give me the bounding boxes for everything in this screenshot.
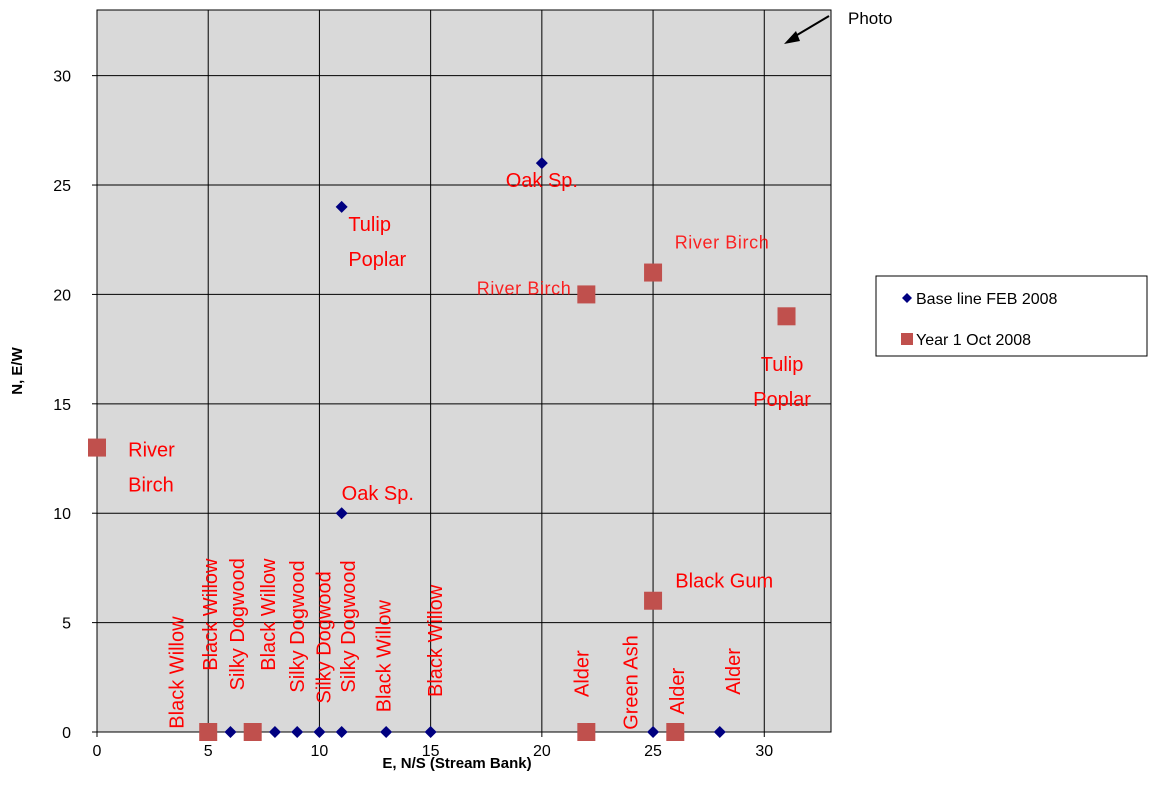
annotation-label: Silky Dogwood — [287, 560, 309, 692]
annotation-label: Oak Sp. — [506, 170, 578, 192]
year1-point — [777, 307, 796, 326]
plot-area — [97, 10, 831, 732]
annotation-label: Alder — [723, 648, 745, 695]
annotation-line: Poplar — [753, 389, 811, 411]
annotation-line: Tulip — [761, 354, 804, 376]
annotation-label: Black Willow — [374, 600, 396, 713]
annotation-label: Alder — [667, 667, 689, 714]
baseline-point — [335, 200, 348, 213]
legend-diamond-icon — [902, 293, 912, 303]
annotation-label: Black Willow — [258, 558, 280, 671]
y-tick-label: 5 — [62, 616, 71, 633]
annotation-line: Tulip — [348, 214, 391, 236]
x-tick-label: 25 — [644, 743, 662, 760]
y-tick-label: 30 — [53, 69, 71, 86]
baseline-point — [335, 507, 348, 520]
baseline-point — [335, 726, 348, 738]
x-axis-title: E, N/S (Stream Bank) — [382, 755, 531, 772]
annotation-line: Birch — [128, 474, 174, 496]
legend: Base line FEB 2008 Year 1 Oct 2008 — [875, 275, 1148, 357]
annotation-label: Black Willow — [425, 584, 447, 697]
annotation-label: Tulip Poplar — [348, 214, 406, 271]
annotation-label: River Birch — [128, 439, 175, 496]
legend-item: Year 1 Oct 2008 — [901, 332, 1031, 349]
annotation-label: Alder — [572, 650, 594, 697]
baseline-point — [380, 726, 393, 738]
year1-point — [88, 438, 106, 457]
gridlines — [97, 10, 831, 732]
annotation-line: River Birch — [477, 278, 572, 298]
legend-square-icon — [901, 333, 913, 345]
x-tick-label: 5 — [204, 743, 213, 760]
annotation-label: Silky Dogwood — [314, 571, 336, 703]
annotation-line: Black Gum — [675, 571, 773, 593]
baseline-point — [268, 726, 281, 738]
y-tick-label: 0 — [62, 725, 71, 742]
year1-point — [243, 723, 262, 741]
y-tick-label: 20 — [53, 287, 71, 304]
year1-point — [666, 723, 685, 741]
legend-label: Year 1 Oct 2008 — [916, 332, 1031, 349]
x-axis-ticks: 0 5 10 15 20 25 30 — [93, 732, 773, 760]
y-tick-label: 10 — [53, 506, 71, 523]
x-tick-label: 30 — [755, 743, 773, 760]
x-tick-label: 0 — [93, 743, 102, 760]
annotation-label: Oak Sp. — [342, 483, 414, 505]
legend-label: Base line FEB 2008 — [916, 291, 1058, 308]
annotation-line: Oak Sp. — [506, 170, 578, 192]
annotation-label: Silky Dogwood — [227, 558, 249, 690]
photo-callout: Photo — [784, 9, 892, 44]
legend-box — [875, 275, 1148, 357]
baseline-point — [424, 726, 437, 738]
annotation-label: Black Gum — [675, 571, 773, 593]
x-tick-label: 10 — [311, 743, 329, 760]
baseline-point — [535, 157, 548, 170]
annotation-label: River Birch — [477, 278, 572, 298]
year1-point — [644, 591, 663, 610]
annotation-label: Green Ash — [620, 635, 642, 730]
annotation-label: Black Willow — [167, 616, 189, 729]
annotation-line: River — [128, 439, 175, 461]
year1-point — [577, 723, 596, 741]
year1-point — [577, 285, 596, 304]
y-axis-ticks: 0 5 10 15 20 25 30 — [53, 69, 97, 742]
baseline-point — [647, 726, 660, 738]
baseline-point — [713, 726, 726, 738]
photo-label: Photo — [848, 9, 892, 28]
plant-annotations: River Birch Tulip Poplar Oak Sp. Oak Sp. River… — [128, 170, 811, 730]
y-tick-label: 25 — [53, 178, 71, 195]
baseline-point — [291, 726, 304, 738]
year1-point — [199, 723, 218, 741]
annotation-line: River Birch — [675, 232, 770, 252]
arrow-icon — [784, 31, 800, 44]
legend-item: Base line FEB 2008 — [902, 291, 1058, 308]
x-tick-label: 15 — [422, 743, 440, 760]
annotation-line: Oak Sp. — [342, 483, 414, 505]
baseline-point — [313, 726, 326, 738]
annotation-label: Silky Dogwood — [338, 560, 360, 692]
annotation-line: Poplar — [348, 249, 406, 271]
annotation-label: Tulip Poplar — [753, 354, 811, 411]
year1-point — [644, 263, 663, 282]
baseline-point — [224, 726, 237, 738]
plot-border — [96, 9, 832, 733]
annotation-label: Black Willow — [200, 558, 222, 671]
x-tick-label: 20 — [533, 743, 551, 760]
y-tick-label: 15 — [53, 397, 71, 414]
annotation-label: River Birch — [675, 232, 770, 252]
data-points — [88, 157, 796, 741]
photo-arrow-line — [791, 15, 830, 39]
y-axis-title: N, E/W — [9, 346, 26, 394]
